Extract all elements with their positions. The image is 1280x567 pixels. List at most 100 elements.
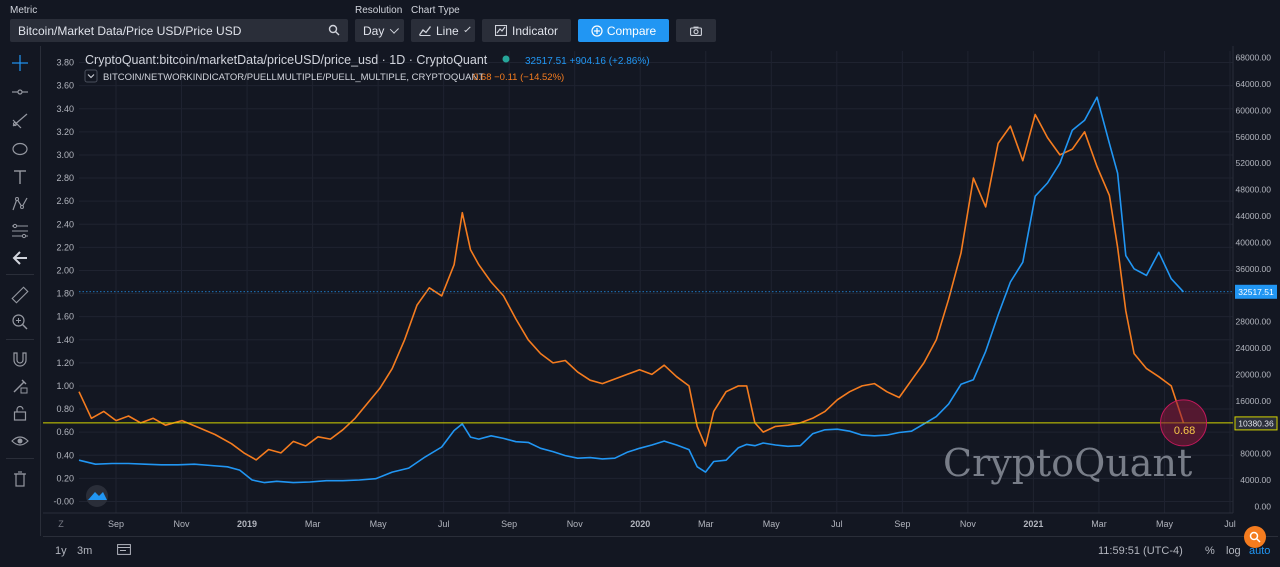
trash-icon[interactable] [9, 468, 31, 490]
collapse-legend-button[interactable] [84, 69, 98, 83]
horizontal-line-icon[interactable] [9, 81, 31, 103]
range-1y-button[interactable]: 1y [55, 545, 67, 557]
fib-icon[interactable] [9, 220, 31, 242]
ruler-icon[interactable] [9, 284, 31, 306]
search-icon[interactable] [328, 24, 340, 39]
time-tick-label: Nov [174, 519, 191, 529]
time-tick-label: Nov [567, 519, 584, 529]
right-tick-label: 44000.00 [1236, 211, 1272, 221]
plus-circle-icon [591, 24, 603, 37]
right-tick-label: 64000.00 [1236, 79, 1272, 89]
chart-background [43, 46, 1278, 536]
left-tick-label: 3.20 [56, 127, 74, 137]
auto-toggle[interactable]: auto [1249, 545, 1271, 557]
highlight-value-label: 0.68 [1174, 425, 1195, 437]
range-3m-button[interactable]: 3m [77, 545, 93, 557]
resolution-value: Day [363, 23, 385, 38]
chevron-down-icon [87, 74, 95, 79]
right-tick-label: 4000.00 [1240, 475, 1271, 485]
top-toolbar: Metric Bitcoin/Market Data/Price USD/Pri… [0, 0, 1280, 46]
eye-icon[interactable] [9, 430, 31, 452]
time-tick-label: Jul [1224, 519, 1236, 529]
chart-type-select[interactable]: Line [411, 19, 475, 42]
time-tick-label: Mar [1091, 519, 1107, 529]
legend-main-title: CryptoQuant:bitcoin/marketData/priceUSD/… [85, 53, 488, 67]
price-series [78, 96, 1185, 484]
magnet-icon[interactable] [9, 348, 31, 370]
logo-button[interactable] [86, 485, 108, 507]
left-tick-label: 1.20 [56, 358, 74, 368]
resolution-label: Resolution [355, 5, 403, 16]
lock-drawing-icon[interactable] [9, 375, 31, 397]
right-tick-label: 0.00 [1254, 501, 1271, 511]
left-tick-label: 3.40 [56, 104, 74, 114]
camera-icon [690, 26, 702, 36]
left-tick-label: 0.60 [56, 427, 74, 437]
time-tick-label: 2019 [237, 519, 257, 529]
text-icon[interactable] [9, 166, 31, 188]
left-tick-label: 3.60 [56, 81, 74, 91]
right-tick-label: 20000.00 [1236, 369, 1272, 379]
price-last-badge [1235, 284, 1277, 299]
resolution-select[interactable]: Day [355, 19, 404, 42]
metric-label: Metric [10, 5, 38, 16]
screenshot-button[interactable] [676, 19, 716, 42]
indicator-button[interactable]: Indicator [482, 19, 571, 42]
time-tick-label: May [763, 519, 781, 529]
indicator-label: Indicator [511, 23, 559, 38]
date-range-icon[interactable] [117, 543, 131, 558]
price-last-label: 32517.51 [1238, 287, 1274, 297]
left-tick-label: 3.00 [56, 150, 74, 160]
left-tick-label: 2.80 [56, 173, 74, 183]
percent-toggle[interactable]: % [1205, 545, 1215, 557]
right-tick-label: 60000.00 [1236, 105, 1272, 115]
price-chart[interactable]: 3.80 3.60 3.40 3.20 3.00 2.80 2.60 2.40 2.20 2.00… [43, 46, 1278, 536]
crosshair-icon[interactable] [9, 52, 31, 74]
compare-button[interactable]: Compare [578, 19, 669, 42]
right-tick-label: 52000.00 [1236, 158, 1272, 168]
chart-grid [79, 51, 1233, 513]
line-chart-icon [419, 25, 431, 36]
right-tick-label: 8000.00 [1240, 449, 1271, 459]
indicator-icon [494, 25, 507, 36]
time-tick-label: Sep [108, 519, 124, 529]
pattern-icon[interactable] [9, 193, 31, 215]
zoom-in-icon[interactable] [9, 311, 31, 333]
lock-icon[interactable] [9, 402, 31, 424]
left-tick-label: 2.60 [56, 196, 74, 206]
time-tick-label: Mar [698, 519, 714, 529]
drawing-toolbar [0, 46, 41, 536]
time-tick-label: May [1156, 519, 1174, 529]
chart-type-label: Chart Type [411, 5, 460, 16]
left-tick-label: 0.40 [56, 450, 74, 460]
left-tick-label: 0.20 [56, 473, 74, 483]
time-tick-label: Sep [501, 519, 517, 529]
shapes-icon[interactable] [9, 138, 31, 160]
time-tick-label: Jul [438, 519, 450, 529]
left-tick-label: 1.80 [56, 289, 74, 299]
left-tick-label: -0.00 [53, 496, 74, 506]
right-tick-label: 36000.00 [1236, 264, 1272, 274]
time-tick-label: Mar [305, 519, 321, 529]
hline-label: 10380.36 [1238, 418, 1274, 428]
hline-badge [1234, 416, 1278, 431]
metric-search-input[interactable]: Bitcoin/Market Data/Price USD/Price USD [10, 19, 348, 42]
floating-search-button[interactable] [1244, 526, 1266, 548]
left-tick-label: 1.60 [56, 312, 74, 322]
time-tick-label: Nov [960, 519, 977, 529]
back-arrow-icon[interactable] [9, 247, 31, 269]
trend-tools-icon[interactable] [9, 110, 31, 132]
search-icon [1249, 531, 1261, 543]
right-axis: 68000.00 64000.00 60000.00 56000.00 52000.00… [1232, 46, 1272, 513]
time-tick-label: Jul [831, 519, 843, 529]
log-toggle[interactable]: log [1226, 545, 1241, 557]
time-tick-label: 2020 [630, 519, 650, 529]
left-tick-label: 1.00 [56, 381, 74, 391]
time-tick-label: Sep [894, 519, 910, 529]
right-tick-label: 24000.00 [1236, 343, 1272, 353]
chevron-down-icon [390, 24, 400, 34]
left-tick-label: 3.80 [56, 58, 74, 68]
right-tick-label: 68000.00 [1236, 53, 1272, 63]
chevron-down-icon [463, 25, 471, 33]
